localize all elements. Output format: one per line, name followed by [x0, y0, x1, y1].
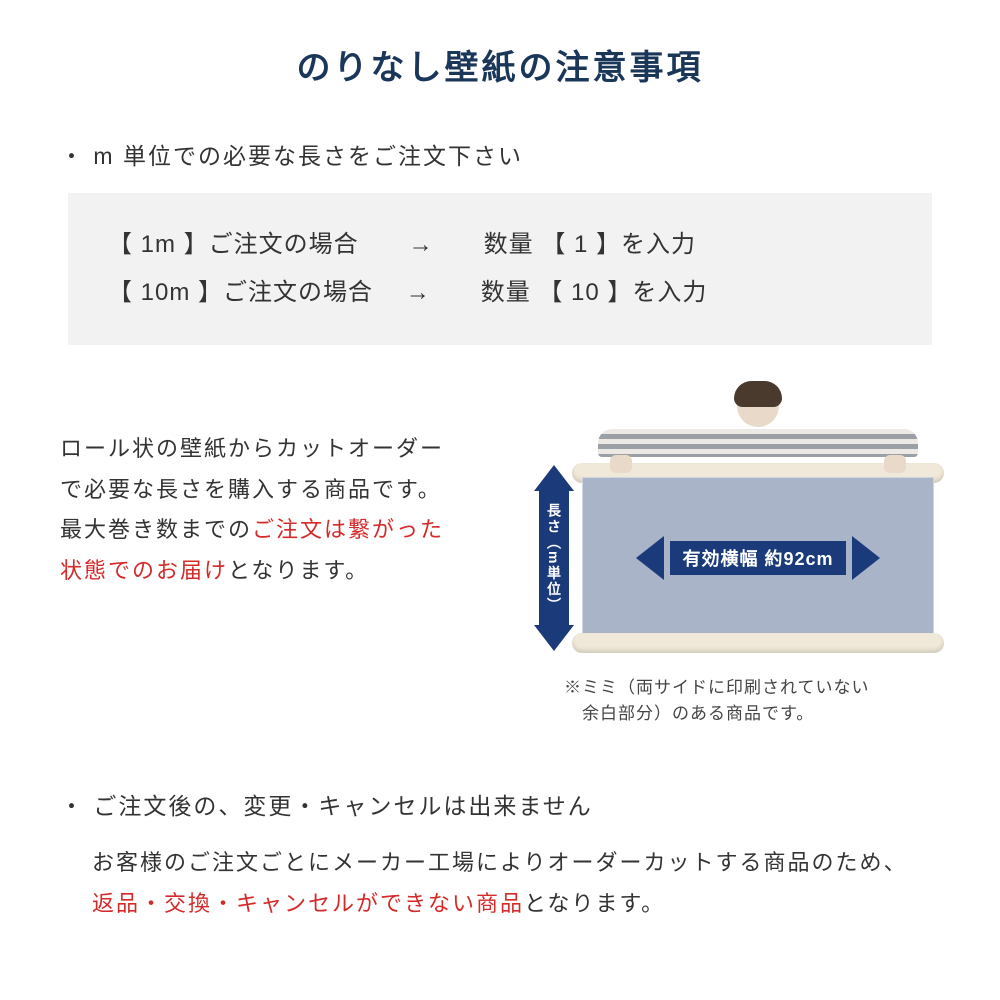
width-arrow-horizontal: 有効横幅 約92cm [636, 536, 879, 580]
page-title: のりなし壁紙の注意事項 [60, 40, 940, 89]
no-cancel-plain2: となります。 [524, 891, 665, 916]
length-arrow-label: 長さ（m単位） [544, 503, 564, 613]
order-example-row-10m: 【 10m 】ご注文の場合 → 数量 【 10 】を入力 [108, 269, 892, 317]
roll-description-text: ロール状の壁紙からカットオーダーで必要な長さを購入する商品です。最大巻き数までの… [60, 385, 460, 592]
width-arrow-label: 有効横幅 約92cm [670, 541, 845, 575]
no-cancel-highlight: 返品・交換・キャンセルができない商品 [92, 891, 524, 916]
wallpaper-roll: 有効横幅 約92cm [578, 463, 938, 653]
no-cancel-body: お客様のご注文ごとにメーカー工場によりオーダーカットする商品のため、返品・交換・… [60, 843, 940, 924]
bullet-no-cancel: ・ ご注文後の、変更・キャンセルは出来ません [60, 787, 940, 821]
length-arrow-vertical: 長さ（m単位） [532, 465, 576, 651]
roll-desc-plain2: となります。 [228, 558, 369, 583]
no-cancel-plain1: お客様のご注文ごとにメーカー工場によりオーダーカットする商品のため、 [92, 850, 908, 875]
person-illustration [598, 385, 918, 457]
mimi-footnote: ※ミミ（両サイドに印刷されていない 余白部分）のある商品です。 [564, 675, 870, 726]
wallpaper-diagram: 長さ（m単位） 有効横幅 約92cm [478, 385, 940, 705]
bullet-order-by-meter: ・ m 単位での必要な長さをご注文下さい [60, 137, 940, 171]
order-example-row-1m: 【 1m 】ご注文の場合 → 数量 【 1 】を入力 [108, 221, 892, 269]
order-example-box: 【 1m 】ご注文の場合 → 数量 【 1 】を入力 【 10m 】ご注文の場合… [68, 193, 932, 345]
